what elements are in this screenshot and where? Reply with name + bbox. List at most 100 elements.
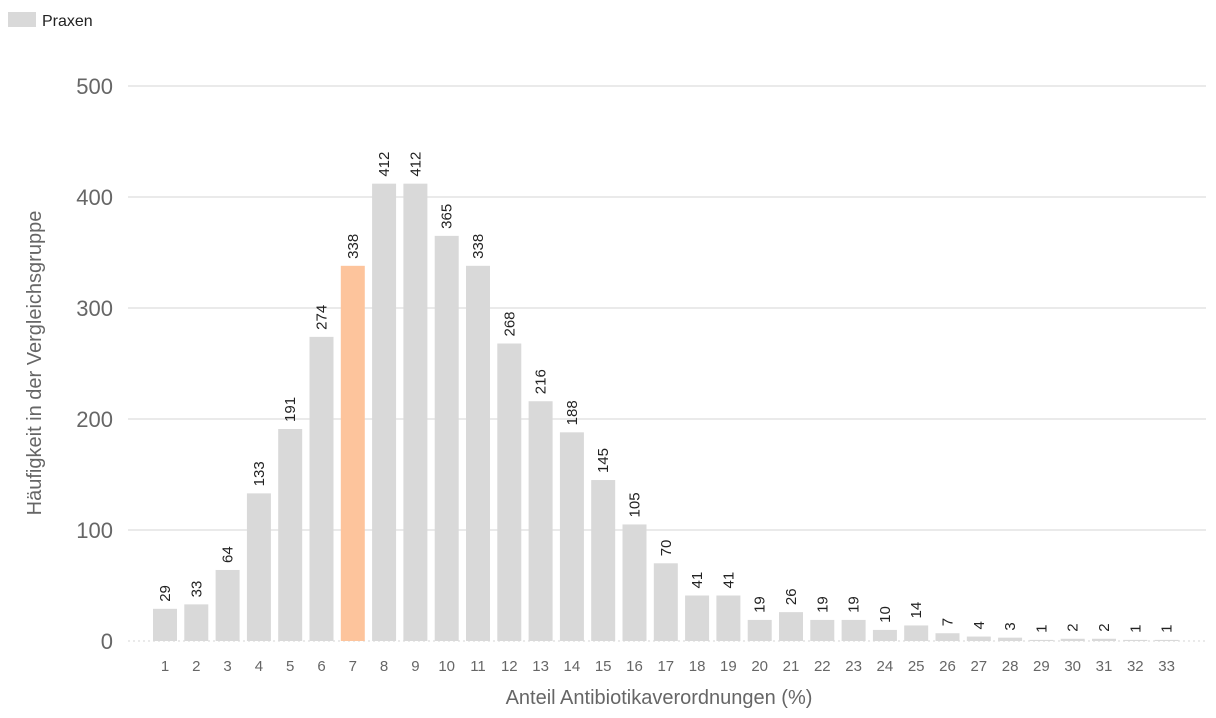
- x-tick-label: 9: [411, 658, 419, 675]
- bar-19: [716, 595, 741, 641]
- bar-value-label: 191: [282, 397, 299, 422]
- bar-29: [1029, 639, 1054, 641]
- bar-14: [559, 432, 584, 641]
- y-tick-label: 0: [101, 629, 113, 654]
- x-tick-label: 23: [845, 658, 862, 675]
- x-tick-label: 21: [783, 658, 800, 675]
- bar-value-label: 41: [720, 572, 737, 589]
- x-tick-label: 20: [751, 658, 768, 675]
- x-tick-label: 11: [470, 658, 486, 675]
- y-tick-label: 100: [76, 518, 113, 543]
- bar-value-label: 29: [157, 585, 174, 602]
- bar-value-label: 64: [220, 546, 237, 563]
- legend: Praxen: [8, 12, 93, 30]
- bar-value-label: 145: [595, 448, 612, 473]
- bar-24: [872, 629, 897, 641]
- y-tick-label: 300: [76, 296, 113, 321]
- bar-value-label: 2: [1065, 623, 1082, 631]
- x-tick-label: 28: [1002, 658, 1019, 675]
- bar-12: [497, 343, 522, 641]
- bar-value-label: 41: [689, 572, 706, 589]
- bar-value-label: 216: [533, 369, 550, 394]
- bar-20: [747, 619, 772, 641]
- x-tick-label: 14: [564, 658, 581, 675]
- bar-22: [810, 619, 835, 641]
- x-axis-ticks: 1 2 3 4 5 6 7 8 9 10 11 12 13 14 15 16 17 18 19 20 21 22 23 24 2…: [161, 658, 1175, 675]
- bar-15: [591, 480, 616, 641]
- x-tick-label: 13: [532, 658, 549, 675]
- bar-1: [153, 608, 177, 641]
- bar-value-label: 19: [814, 596, 831, 613]
- bar-7: [340, 265, 365, 641]
- bar-value-label: 338: [470, 234, 487, 259]
- x-tick-label: 4: [255, 658, 263, 675]
- bar-value-label: 2: [1096, 623, 1113, 631]
- bar-value-label: 26: [783, 588, 800, 605]
- y-axis-ticks: 0 100 200 300 400 500: [76, 74, 113, 654]
- x-tick-label: 33: [1158, 658, 1175, 675]
- y-axis-title: Häufigkeit in der Vergleichsgruppe: [24, 211, 46, 516]
- bar-value-label: 14: [908, 602, 925, 619]
- bar-value-label: 274: [314, 305, 331, 330]
- bar-value-label: 188: [564, 400, 581, 425]
- x-tick-label: 3: [223, 658, 231, 675]
- bar-value-label: 268: [501, 311, 518, 336]
- bar-32: [1123, 639, 1148, 641]
- x-tick-label: 18: [689, 658, 706, 675]
- bar-33: [1154, 639, 1179, 641]
- x-tick-label: 27: [970, 658, 987, 675]
- bar-value-label: 70: [658, 540, 675, 557]
- legend-swatch: [8, 12, 36, 27]
- x-tick-label: 10: [438, 658, 455, 675]
- bar-21: [779, 612, 803, 641]
- bar-9: [403, 183, 428, 641]
- bar-17: [653, 563, 678, 641]
- x-tick-label: 31: [1096, 658, 1113, 675]
- x-tick-label: 19: [720, 658, 737, 675]
- x-tick-label: 22: [814, 658, 831, 675]
- x-tick-label: 17: [657, 658, 674, 675]
- bar-6: [309, 336, 334, 641]
- bars: [153, 183, 1179, 641]
- x-tick-label: 1: [161, 658, 169, 675]
- bar-31: [1092, 638, 1116, 641]
- x-tick-label: 32: [1127, 658, 1144, 675]
- bar-30: [1060, 638, 1085, 641]
- x-tick-label: 15: [595, 658, 612, 675]
- bar-value-label: 133: [251, 461, 268, 486]
- bar-4: [246, 493, 271, 641]
- bar-18: [685, 595, 710, 641]
- grid-lines: [128, 85, 1206, 642]
- bar-value-label: 105: [627, 492, 644, 517]
- bar-11: [466, 265, 490, 641]
- x-tick-label: 30: [1064, 658, 1081, 675]
- x-tick-label: 5: [286, 658, 294, 675]
- y-tick-label: 500: [76, 74, 113, 99]
- bar-value-label: 1: [1159, 625, 1176, 633]
- bar-value-label: 412: [376, 152, 393, 177]
- bar-value-label: 1: [1033, 625, 1050, 633]
- bar-25: [904, 625, 929, 641]
- bar-16: [622, 524, 647, 641]
- bar-value-label: 338: [345, 234, 362, 259]
- bar-26: [935, 633, 960, 641]
- x-tick-label: 2: [192, 658, 200, 675]
- x-tick-label: 16: [626, 658, 643, 675]
- x-tick-label: 8: [380, 658, 388, 675]
- bar-value-label: 10: [877, 606, 894, 623]
- bar-23: [841, 619, 866, 641]
- bar-value-label: 4: [971, 621, 988, 629]
- x-axis-title: Anteil Antibiotikaverordnungen (%): [506, 687, 813, 709]
- bar-27: [966, 636, 991, 641]
- bar-10: [434, 235, 459, 641]
- bar-value-label: 365: [439, 204, 456, 229]
- x-tick-label: 25: [908, 658, 925, 675]
- bar-value-label: 19: [752, 596, 769, 613]
- bar-3: [215, 569, 240, 641]
- x-tick-label: 26: [939, 658, 956, 675]
- x-tick-label: 12: [501, 658, 518, 675]
- bar-value-label: 3: [1002, 622, 1019, 630]
